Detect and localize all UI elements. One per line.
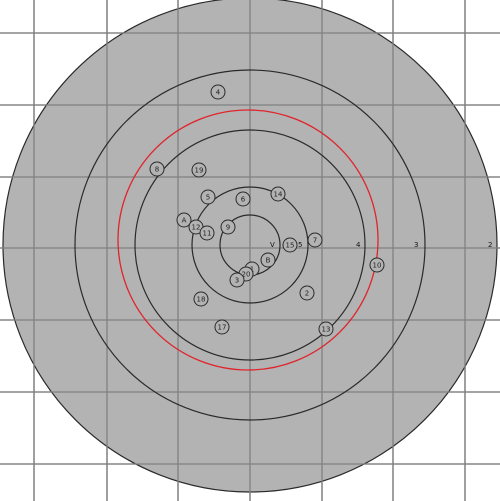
shot-marker[interactable]: 3	[229, 272, 245, 288]
shot-markers: 48195614A12119157B1203182171310	[149, 84, 385, 337]
shot-circle	[307, 232, 323, 248]
shot-circle	[199, 225, 215, 241]
shot-circle	[149, 161, 165, 177]
ring-labels: 2 3 4 5 V	[270, 241, 492, 249]
shot-circle	[260, 252, 276, 268]
shot-label: 12	[192, 224, 201, 232]
shot-label: 9	[226, 224, 230, 232]
shot-marker[interactable]: A	[176, 212, 192, 228]
shot-marker[interactable]: 2	[299, 285, 315, 301]
shot-label: 15	[286, 242, 295, 250]
shot-marker[interactable]: 15	[282, 237, 298, 253]
shot-circle	[235, 191, 251, 207]
shot-label: 19	[195, 167, 204, 175]
shot-circle	[369, 257, 385, 273]
shot-circle	[191, 162, 207, 178]
shot-label: A	[182, 217, 187, 225]
shot-label: 17	[218, 324, 227, 332]
shot-circle	[229, 272, 245, 288]
shot-circle	[210, 84, 226, 100]
shot-label: 5	[206, 194, 210, 202]
shot-label: 20	[242, 271, 251, 279]
ring-label-4: 4	[356, 241, 361, 249]
shot-marker[interactable]: B	[260, 252, 276, 268]
shot-label: 2	[305, 290, 309, 298]
shot-marker[interactable]: 6	[235, 191, 251, 207]
shot-marker[interactable]: 7	[307, 232, 323, 248]
shot-circle	[176, 212, 192, 228]
shot-label: 18	[197, 296, 206, 304]
shot-label: 4	[216, 89, 221, 97]
ring-label-2: 2	[488, 241, 492, 249]
shot-circle	[282, 237, 298, 253]
shot-label: 8	[155, 166, 159, 174]
shot-label: 3	[235, 277, 239, 285]
scoring-rings	[74, 69, 426, 421]
shot-label: B	[266, 257, 271, 265]
shot-marker[interactable]: 9	[220, 219, 236, 235]
shot-marker[interactable]: 4	[210, 84, 226, 100]
shot-label: 6	[241, 196, 246, 204]
shot-marker[interactable]: 13	[318, 321, 334, 337]
shot-label: 14	[274, 191, 283, 199]
shot-marker[interactable]: 14	[270, 186, 286, 202]
shot-marker[interactable]: 18	[193, 291, 209, 307]
shot-circle	[299, 285, 315, 301]
shot-marker[interactable]: 8	[149, 161, 165, 177]
ring-label-3: 3	[414, 241, 418, 249]
shot-marker[interactable]: 10	[369, 257, 385, 273]
shot-label: 7	[313, 237, 317, 245]
shot-circle	[214, 319, 230, 335]
shot-marker[interactable]: 5	[200, 189, 216, 205]
ring-label-5: 5	[298, 241, 302, 249]
ring-5	[191, 186, 309, 304]
shot-circle	[193, 291, 209, 307]
shot-label: 11	[203, 230, 212, 238]
shot-marker[interactable]: 17	[214, 319, 230, 335]
shot-label: 13	[322, 326, 331, 334]
shot-circle	[318, 321, 334, 337]
shot-circle	[200, 189, 216, 205]
shot-marker[interactable]: 11	[199, 225, 215, 241]
ring-3	[74, 69, 426, 421]
shot-circle	[270, 186, 286, 202]
shot-circle	[220, 219, 236, 235]
group-circle	[117, 109, 379, 371]
shot-marker[interactable]: 19	[191, 162, 207, 178]
ring-label-v: V	[270, 241, 275, 249]
shot-label: 10	[373, 262, 382, 270]
ring-4	[134, 129, 366, 361]
